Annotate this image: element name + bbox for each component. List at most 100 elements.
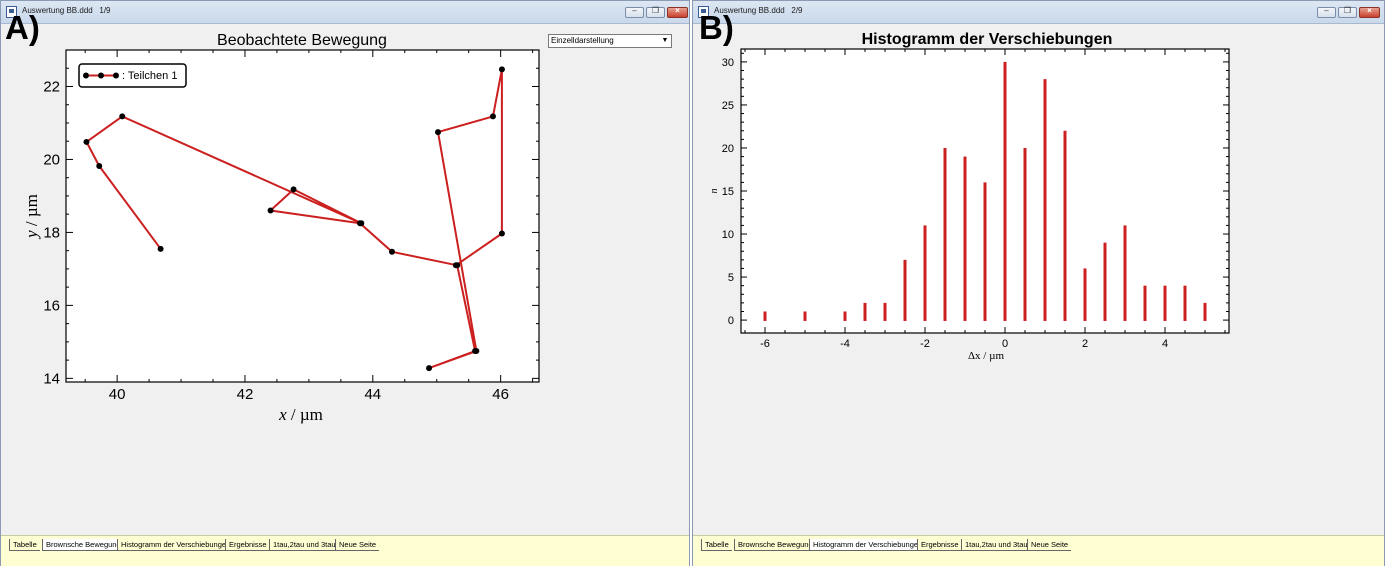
- histogram-bars: [763, 61, 1207, 321]
- sheet-tab[interactable]: Brownsche Bewegung: [734, 539, 816, 551]
- close-button[interactable]: ×: [667, 6, 688, 18]
- restore-icon: ❐: [651, 6, 660, 15]
- legend: : Teilchen 1: [78, 63, 187, 88]
- trajectory-point: [388, 248, 395, 255]
- chevron-down-icon: ▼: [661, 37, 669, 44]
- trajectory-point: [498, 66, 505, 73]
- sheet-tab-bar: Tabelle Brownsche Bewegung Histogramm der …: [693, 535, 1384, 566]
- close-icon: ×: [675, 6, 680, 15]
- display-mode-select[interactable]: Einzelldarstellung ▼: [548, 34, 672, 48]
- y-tick-label: 25: [722, 100, 734, 112]
- y-tick-label: 5: [728, 272, 734, 284]
- trajectory-point: [489, 113, 496, 120]
- trajectory-point: [452, 262, 459, 269]
- histogram-bar: [1103, 242, 1107, 321]
- sheet-tab[interactable]: Ergebnisse: [225, 539, 270, 551]
- histogram-bar: [983, 182, 987, 321]
- chart-title: Histogramm der Verschiebungen: [862, 31, 1113, 48]
- histogram-bar: [903, 259, 907, 321]
- sheet-tab[interactable]: 1tau,2tau und 3tau: [961, 539, 1031, 551]
- histogram-bar: [843, 311, 847, 321]
- histogram-bar: [863, 302, 867, 321]
- trajectory-point: [426, 365, 433, 372]
- x-tick-label: -2: [920, 338, 930, 350]
- y-tick-label: 0: [728, 315, 734, 327]
- legend-frame: [78, 63, 187, 88]
- minimize-button[interactable]: –: [1317, 6, 1336, 18]
- trajectory-point: [473, 347, 480, 354]
- x-tick-label: 40: [109, 386, 126, 403]
- sheet-tab[interactable]: Histogramm der Verschiebungen: [809, 539, 927, 551]
- trajectory-point: [83, 138, 90, 145]
- trajectory-point: [157, 245, 164, 252]
- trajectory-point: [357, 220, 364, 227]
- trajectory-point: [498, 230, 505, 237]
- y-axis-label: n: [709, 189, 720, 194]
- histogram-bar: [943, 147, 947, 321]
- title-bar[interactable]: Auswertung BB.ddd 2/9 – ❐ ×: [693, 1, 1384, 24]
- sheet-tab[interactable]: Tabelle: [701, 539, 732, 551]
- sheet-tab-bar: Tabelle Brownsche Bewegung Histogramm der …: [1, 535, 689, 566]
- histogram-bar: [1143, 285, 1147, 321]
- close-icon: ×: [1367, 6, 1372, 15]
- y-tick-label: 20: [43, 151, 60, 168]
- y-tick-label: 22: [43, 78, 60, 95]
- sheet-tab[interactable]: Brownsche Bewegung: [42, 539, 125, 551]
- histogram-bar: [1203, 302, 1207, 321]
- y-tick-label: 16: [43, 297, 60, 314]
- legend-marker: [83, 72, 89, 79]
- sheet-tab[interactable]: Neue Seite: [1027, 539, 1072, 551]
- x-tick-label: -6: [760, 338, 770, 350]
- trajectory-point: [290, 186, 297, 193]
- panel-label: A): [5, 9, 40, 46]
- restore-button[interactable]: ❐: [646, 6, 665, 18]
- histogram-bar: [763, 311, 767, 321]
- trajectory-point: [267, 207, 274, 214]
- x-tick-label: -4: [840, 338, 850, 350]
- minimize-icon: –: [632, 6, 637, 15]
- sheet-tab[interactable]: Neue Seite: [335, 539, 380, 551]
- sheet-tab[interactable]: 1tau,2tau und 3tau: [269, 539, 339, 551]
- document-icon: [6, 6, 17, 18]
- x-tick-label: 42: [237, 386, 254, 403]
- close-button[interactable]: ×: [1359, 6, 1380, 18]
- restore-button[interactable]: ❐: [1338, 6, 1357, 18]
- histogram-bar: [1063, 130, 1067, 321]
- y-tick-label: 18: [43, 224, 60, 241]
- window-title: Auswertung BB.ddd 2/9: [714, 6, 803, 15]
- histogram-bar: [1183, 285, 1187, 321]
- histogram-bar: [1023, 147, 1027, 321]
- y-tick-label: 10: [722, 229, 734, 241]
- legend-marker: [113, 72, 119, 79]
- sheet-tab[interactable]: Tabelle: [9, 539, 40, 551]
- display-mode-value: Einzelldarstellung: [551, 36, 614, 45]
- histogram-bar: [1123, 225, 1127, 321]
- x-tick-label: 4: [1162, 338, 1168, 350]
- x-tick-label: 46: [492, 386, 509, 403]
- trajectory-chart: Beobachtete Bewegung 40 42 44 461416182022 …: [22, 32, 540, 424]
- axis-ticks: 40 42 44 46 14 16 18 20 22: [43, 50, 539, 403]
- histogram-bar: [963, 156, 967, 321]
- histogram-bar: [883, 302, 887, 321]
- histogram-bar: [803, 311, 807, 321]
- sheet-tab[interactable]: Ergebnisse: [917, 539, 962, 551]
- trajectory-point: [96, 163, 103, 170]
- x-tick-label: 44: [364, 386, 381, 403]
- y-tick-label: 20: [722, 143, 734, 155]
- window-title: Auswertung BB.ddd 1/9: [22, 6, 111, 15]
- document-icon: [698, 6, 709, 18]
- y-tick-label: 14: [43, 370, 60, 387]
- chart-title: Beobachtete Bewegung: [217, 32, 387, 49]
- window-brownian-motion: Auswertung BB.ddd 1/9 – ❐ × A) Einzellda…: [0, 0, 690, 566]
- panel-label: B): [699, 9, 734, 46]
- sheet-tab[interactable]: Histogramm der Verschiebungen: [117, 539, 234, 551]
- trajectory-point: [119, 113, 126, 120]
- legend-entry: : Teilchen 1: [122, 70, 177, 82]
- x-tick-label: 2: [1082, 338, 1088, 350]
- histogram-bar: [1083, 268, 1087, 321]
- title-bar[interactable]: Auswertung BB.ddd 1/9 – ❐ ×: [1, 1, 689, 24]
- minimize-button[interactable]: –: [625, 6, 644, 18]
- trajectory-point: [435, 129, 442, 136]
- y-axis-label: y / µm: [22, 194, 41, 240]
- series-teilchen-1: [83, 66, 505, 372]
